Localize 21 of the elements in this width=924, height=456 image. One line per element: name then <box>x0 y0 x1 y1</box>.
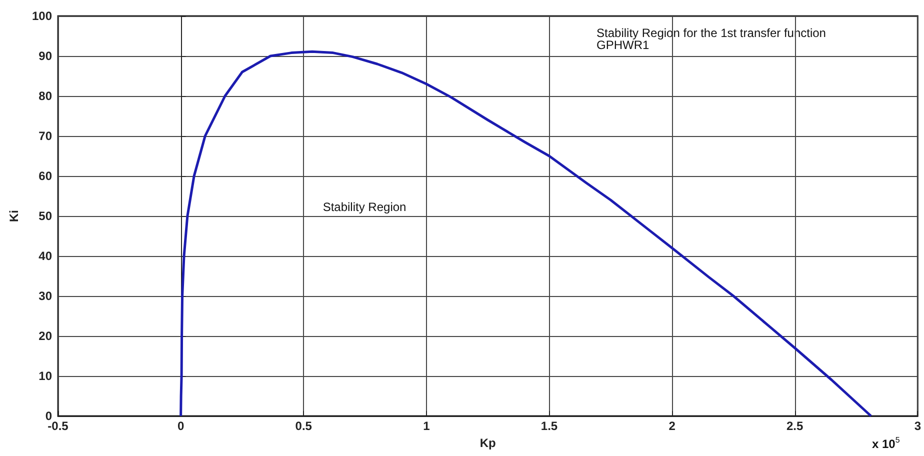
y-tick-label: 30 <box>38 289 52 303</box>
y-tick-label: 100 <box>32 9 52 23</box>
y-tick-label: 10 <box>38 369 52 383</box>
x-tick-label: 2.5 <box>786 419 804 433</box>
y-tick-label: 80 <box>38 89 52 103</box>
y-tick-label: 50 <box>38 209 52 223</box>
y-tick-label: 90 <box>38 49 52 63</box>
x-tick-label: 1 <box>423 419 430 433</box>
annotation: Stability Region <box>322 200 406 214</box>
y-tick-label: 70 <box>38 129 52 143</box>
x-tick-label: 3 <box>914 419 922 433</box>
line-series <box>180 50 872 418</box>
y-axis-title: Ki <box>7 210 21 222</box>
y-tick-label: 60 <box>38 169 52 183</box>
y-tick-label: 40 <box>38 249 52 263</box>
x-tick-label: 0.5 <box>295 419 312 433</box>
x-tick-label: 2 <box>668 419 676 433</box>
x-tick-label: 1.5 <box>540 419 558 433</box>
x-axis-title: Kp <box>480 436 496 450</box>
x-tick-label: 0 <box>177 419 184 433</box>
y-tick-label: 20 <box>38 329 52 343</box>
